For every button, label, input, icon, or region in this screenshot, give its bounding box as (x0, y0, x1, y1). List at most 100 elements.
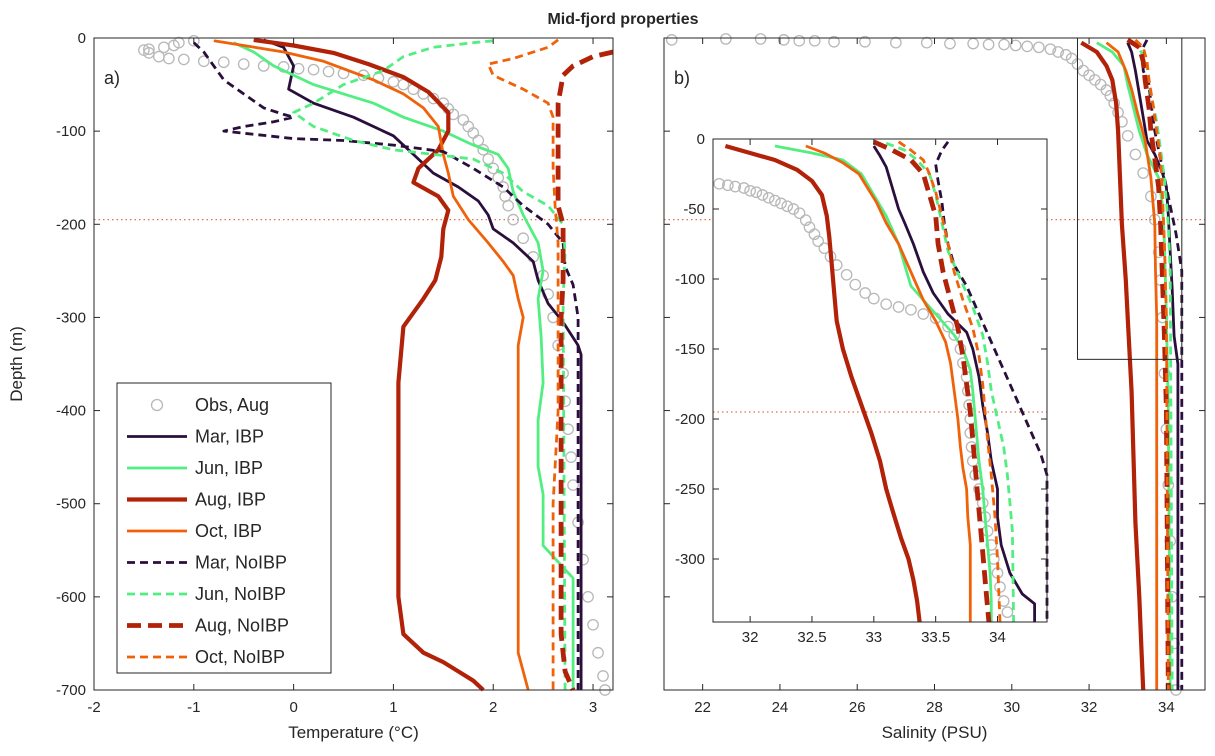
obs-marker (1044, 43, 1057, 56)
obs-marker (482, 153, 495, 165)
obs-marker (507, 213, 520, 226)
obs-marker (867, 292, 880, 305)
obs-marker (998, 38, 1010, 51)
series-line-mar-noibp (934, 140, 1049, 622)
y-tick-label: -500 (56, 496, 86, 513)
series-line-aug-noibp (1126, 37, 1171, 691)
obs-marker (1009, 39, 1022, 52)
obs-marker (756, 189, 769, 201)
obs-marker (1121, 129, 1134, 142)
series-line-aug-ibp (1080, 40, 1146, 691)
y-tick-label: -50 (683, 201, 705, 218)
series-line-jun-noibp (885, 141, 1015, 623)
legend-label: Aug, NoIBP (195, 616, 289, 636)
obs-marker (849, 278, 862, 291)
obs-marker (1137, 167, 1150, 179)
x-tick-label: 28 (926, 699, 943, 716)
panel-b-inset: 32 32.5 33 33.5 34 0 -50 -100 -150 -200 -250 -300 (675, 131, 1049, 646)
x-tick-label: 30 (1003, 699, 1020, 716)
series-line-aug-ibp (253, 37, 485, 692)
obs-marker (567, 479, 579, 491)
obs-marker (721, 179, 734, 192)
y-tick-label: -600 (56, 589, 86, 606)
series-line-mar-ibp (872, 145, 1036, 622)
obs-marker (944, 37, 956, 50)
obs-marker (387, 75, 400, 88)
series-line-oct-ibp (1105, 41, 1159, 690)
obs-marker (729, 180, 742, 193)
obs-marker (163, 52, 175, 65)
x-tick-label: -1 (187, 699, 200, 716)
series-line-oct-noibp (1134, 38, 1170, 691)
legend-label: Jun, NoIBP (195, 584, 286, 604)
obs-marker (1001, 606, 1014, 619)
obs-marker (799, 214, 812, 227)
obs-marker (840, 268, 853, 281)
obs-marker (502, 199, 515, 212)
y-tick-label: -100 (56, 123, 86, 140)
obs-marker (237, 58, 250, 70)
x-tick-label: 2 (489, 699, 497, 716)
x-tick-label: 32 (1081, 699, 1098, 716)
obs-marker (322, 65, 335, 78)
legend-label: Mar, IBP (195, 427, 264, 447)
obs-marker (427, 92, 440, 105)
obs-marker (917, 308, 930, 320)
legend: Obs, Aug Mar, IBP Jun, IBP Aug, IBP Oct, IBP… (116, 382, 332, 674)
obs-marker (781, 200, 794, 213)
x-tick-label: -2 (87, 699, 100, 716)
y-tick-label: 0 (78, 30, 86, 47)
obs-marker (808, 228, 821, 241)
x-tick-label: 33.5 (921, 629, 950, 646)
legend-label: Aug, IBP (195, 490, 266, 510)
obs-marker (517, 232, 530, 245)
x-axis-label: Temperature (°C) (288, 723, 419, 742)
y-tick-label: -700 (56, 682, 86, 699)
series-line-oct-ibp (213, 39, 530, 691)
obs-marker (793, 34, 806, 47)
figure-title: Mid-fjord properties (547, 11, 698, 28)
series-line-oct-ibp (805, 144, 972, 622)
panel-a-temperature: -2 -1 0 1 2 3 0 -100 -200 -300 -400 -500 -600 -700 Tem… (7, 30, 614, 742)
obs-marker (948, 329, 961, 341)
obs-marker (775, 197, 787, 210)
obs-marker (762, 191, 775, 204)
x-tick-label: 32 (742, 629, 759, 646)
x-tick-label: 1 (389, 699, 397, 716)
y-tick-label: -200 (56, 216, 86, 233)
obs-marker (985, 539, 998, 551)
series-group (713, 139, 1049, 623)
series-line-oct-noibp (486, 38, 560, 690)
obs-marker (1060, 48, 1072, 61)
legend-label: Jun, IBP (195, 458, 263, 478)
obs-marker (859, 35, 871, 48)
plot-area (713, 139, 1047, 622)
zoom-region-box (1076, 37, 1183, 360)
axes-frame (712, 138, 1048, 623)
series-group (665, 33, 1184, 696)
series-line-aug-ibp (724, 143, 922, 623)
y-tick-label: -300 (675, 551, 705, 568)
obs-marker (487, 162, 500, 175)
y-tick-label: -100 (675, 271, 705, 288)
legend-label: Mar, NoIBP (195, 553, 287, 573)
obs-marker (892, 301, 905, 313)
series-line-oct-noibp (897, 140, 1002, 623)
obs-marker (920, 36, 933, 49)
obs-marker (257, 60, 270, 72)
obs-marker (967, 37, 979, 50)
y-axis-label: Depth (m) (7, 326, 26, 402)
x-tick-label: 34 (1158, 699, 1175, 716)
series-line-jun-noibp (292, 39, 567, 691)
obs-marker (597, 670, 609, 682)
obs-marker (582, 591, 594, 603)
obs-marker (197, 55, 210, 68)
series-line-aug-noibp (872, 139, 992, 623)
obs-marker (942, 320, 954, 333)
y-tick-label: -200 (675, 411, 705, 428)
y-tick-label: 0 (697, 131, 705, 148)
series-line-mar-ibp (263, 38, 583, 690)
obs-marker (905, 303, 917, 316)
legend-label: Oct, IBP (195, 521, 262, 541)
